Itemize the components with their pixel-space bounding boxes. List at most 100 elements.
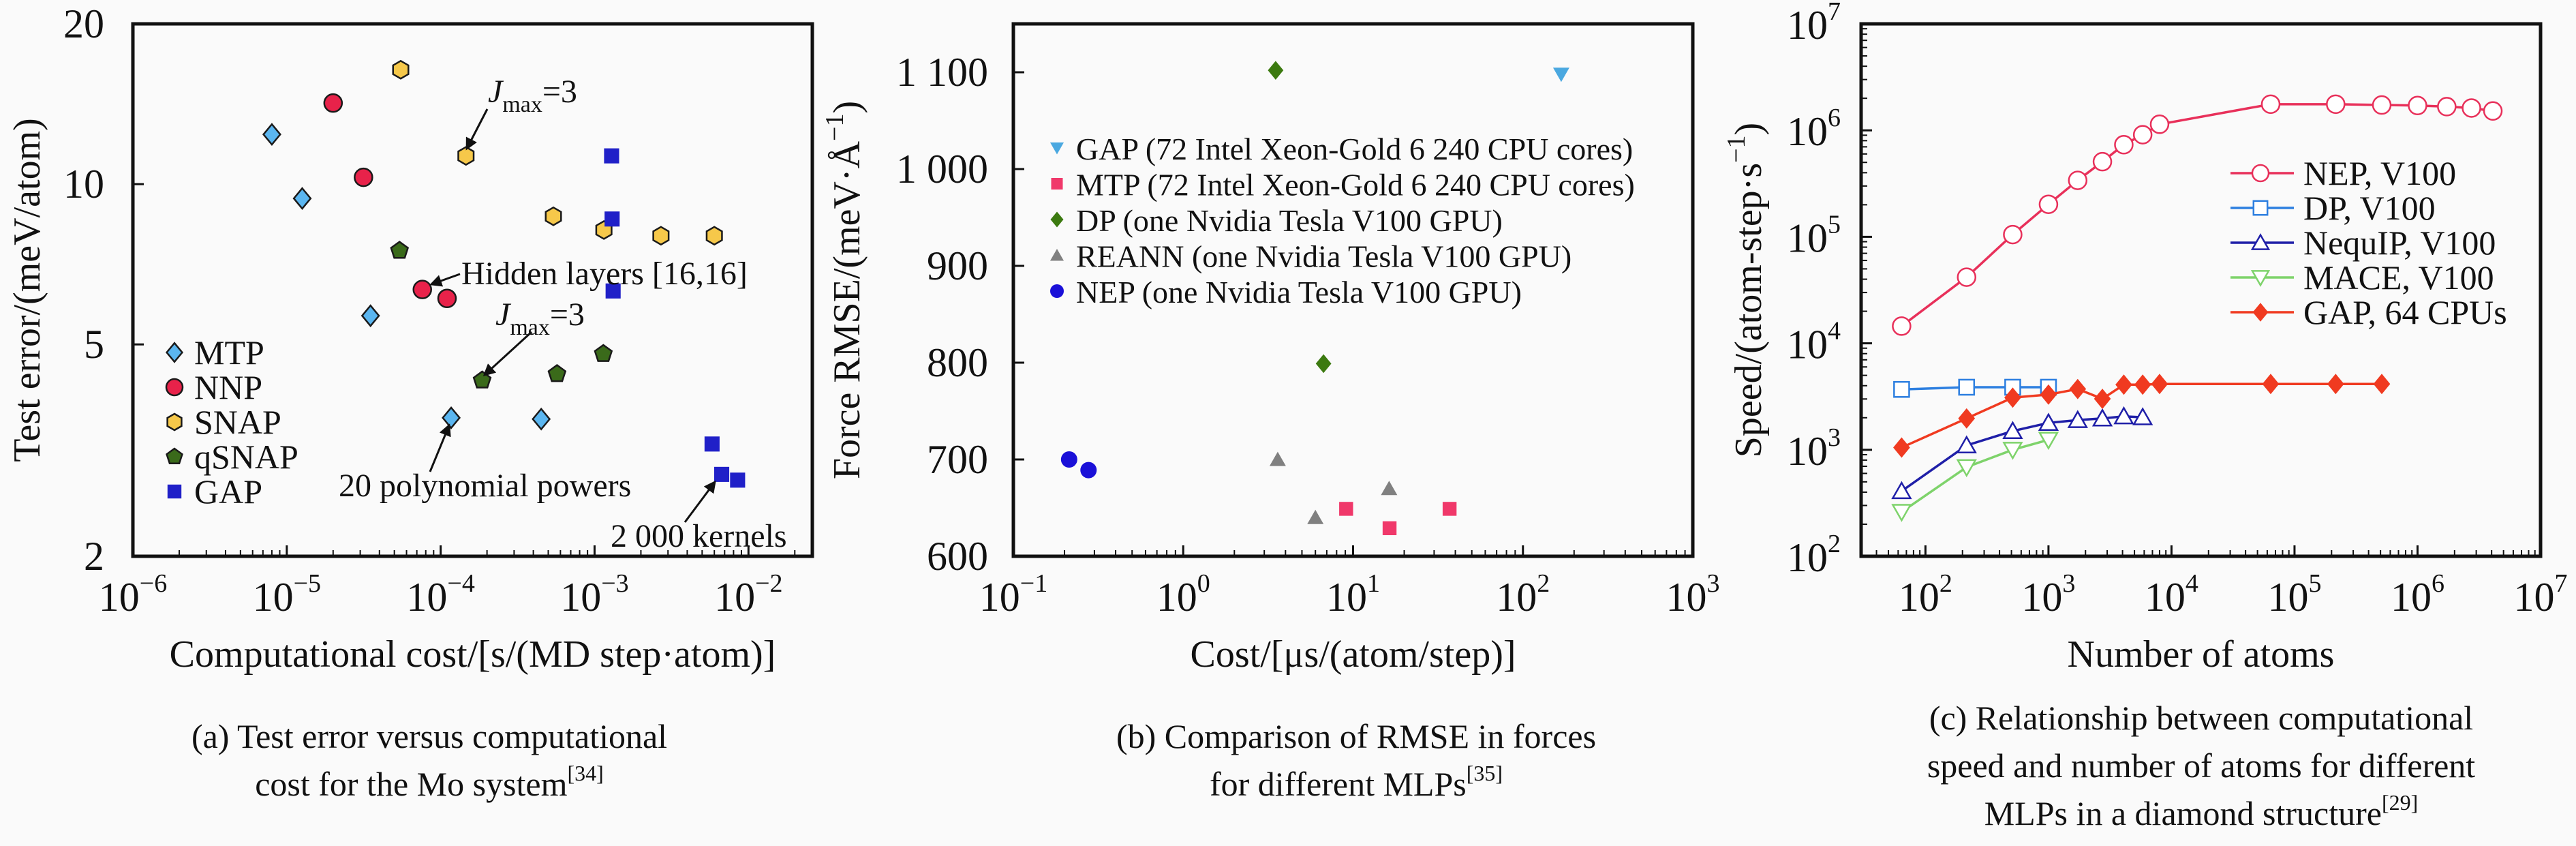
data-point xyxy=(442,406,461,429)
y-axis-label: Test error/(meV/atom) xyxy=(6,118,48,462)
x-axis: 102 103 104 105 106 107 xyxy=(1860,545,2568,620)
y-tick-label: 103 xyxy=(1787,423,1841,474)
tick-base: 10 xyxy=(560,575,601,620)
tick-base: 10 xyxy=(2145,575,2186,620)
legend: GAP (72 Intel Xeon-Gold 6 240 CPU cores)… xyxy=(1050,132,1635,309)
x-tick-label: 10−4 xyxy=(406,569,474,620)
legend-label: NEP, V100 xyxy=(2303,154,2456,192)
tick-exponent: 4 xyxy=(2186,569,2198,598)
data-point xyxy=(2483,101,2503,121)
plot-frame xyxy=(1859,22,2543,558)
panel-a: 10−6 10−5 10−4 10−3 10−2251020Computational … xyxy=(6,1,814,676)
annotation-text: 2 000 kernels xyxy=(611,518,787,554)
x-tick-label: 103 xyxy=(2021,569,2075,620)
series-snap xyxy=(392,59,723,246)
y-axis-label: Force RMSE/(meV·Å−1) xyxy=(821,101,868,479)
tick-exponent: 0 xyxy=(1197,569,1210,598)
data-point xyxy=(705,226,723,246)
data-point xyxy=(2038,194,2059,214)
data-point xyxy=(2068,170,2088,190)
y-axis: 2 5 10 20 xyxy=(63,1,144,579)
data-point xyxy=(1268,61,1284,80)
x-tick-label: 104 xyxy=(2145,569,2198,620)
tick-exponent: 2 xyxy=(1537,569,1550,598)
tick-exponent: 5 xyxy=(1828,210,1841,239)
series-mace xyxy=(1891,432,2059,522)
annotation: 20 polynomial powers xyxy=(339,423,631,504)
legend-item: GAP xyxy=(167,472,262,511)
annotation: Jmax=3 xyxy=(465,74,577,151)
annotation-arrow xyxy=(429,423,451,472)
data-point xyxy=(2134,374,2151,395)
data-point xyxy=(2092,151,2113,172)
tick-exponent: 7 xyxy=(1828,0,1841,26)
x-tick-label: 10−3 xyxy=(560,569,628,620)
series-gap xyxy=(1552,67,1569,82)
legend-label: SNAP xyxy=(194,403,281,441)
data-point xyxy=(2372,95,2392,115)
data-point xyxy=(1315,354,1332,374)
x-tick-label: 101 xyxy=(1326,569,1380,620)
data-point xyxy=(532,407,551,431)
data-point xyxy=(1891,504,1912,522)
tick-exponent: −4 xyxy=(447,569,474,598)
legend-marker xyxy=(1050,211,1064,228)
legend-marker xyxy=(1050,249,1064,261)
annotation: Jmax=3 xyxy=(482,297,585,377)
x-axis-label: Number of atoms xyxy=(2068,633,2335,676)
x-axis: 10−6 10−5 10−4 10−3 10−2 xyxy=(99,545,796,620)
caption-line: (c) Relationship between computational xyxy=(1929,699,2473,737)
data-point xyxy=(354,167,373,187)
y-tick-label: 106 xyxy=(1787,104,1841,154)
x-tick-label: 106 xyxy=(2391,569,2444,620)
y-axis-label-text: Speed/(atom-step·s xyxy=(1728,163,1770,457)
tick-base: 10 xyxy=(2267,575,2308,620)
series-group xyxy=(1060,61,1569,536)
tick-exponent: 3 xyxy=(1707,569,1720,598)
caption-line: MLPs in a diamond structure[29] xyxy=(1984,790,2419,832)
y-tick-label: 700 xyxy=(927,437,988,482)
tick-base: 10 xyxy=(1326,575,1367,620)
series-mtp xyxy=(262,123,551,431)
series-gap xyxy=(1893,374,2391,458)
y-tick-label: 1 100 xyxy=(896,50,988,95)
x-tick-label: 105 xyxy=(2267,569,2321,620)
data-point xyxy=(1060,451,1077,468)
caption-reference: [34] xyxy=(567,761,603,785)
annotation-arrow xyxy=(684,480,716,523)
data-point xyxy=(547,364,567,382)
data-point xyxy=(2151,374,2168,395)
series-group xyxy=(262,59,746,488)
data-point xyxy=(2002,421,2023,439)
data-point xyxy=(2132,125,2153,145)
tick-base: 10 xyxy=(1787,322,1828,367)
series-gap xyxy=(604,148,746,488)
legend-item: DP, V100 xyxy=(2230,189,2436,227)
data-point xyxy=(2113,406,2134,425)
data-point xyxy=(704,436,720,452)
legend-label: GAP, 64 CPUs xyxy=(2303,293,2507,331)
data-point xyxy=(323,93,343,113)
legend-item: NEP (one Nvidia Tesla V100 GPU) xyxy=(1050,275,1522,309)
x-tick-label: 100 xyxy=(1156,569,1210,620)
caption-a: (a) Test error versus computational cost … xyxy=(191,717,667,803)
tick-base: 10 xyxy=(1496,575,1537,620)
x-tick-label: 10−6 xyxy=(99,569,167,620)
tick-exponent: 2 xyxy=(1939,569,1952,598)
legend-label: GAP xyxy=(194,472,262,511)
legend-item: MACE, V100 xyxy=(2230,258,2494,297)
data-point xyxy=(1956,435,1977,453)
data-point xyxy=(1307,509,1324,524)
y-axis-label-sup: −1 xyxy=(1722,135,1751,162)
caption-line: cost for the Mo system[34] xyxy=(255,761,604,803)
data-point xyxy=(2149,115,2170,134)
y-axis-label-text: Test error/(meV/atom) xyxy=(6,118,48,462)
data-point xyxy=(1956,459,1977,478)
data-point xyxy=(2069,378,2087,399)
data-point xyxy=(1442,502,1457,516)
legend-item: qSNAP xyxy=(166,438,298,476)
series-dp xyxy=(1268,61,1332,374)
data-point xyxy=(2260,94,2281,115)
legend-marker xyxy=(165,378,184,397)
